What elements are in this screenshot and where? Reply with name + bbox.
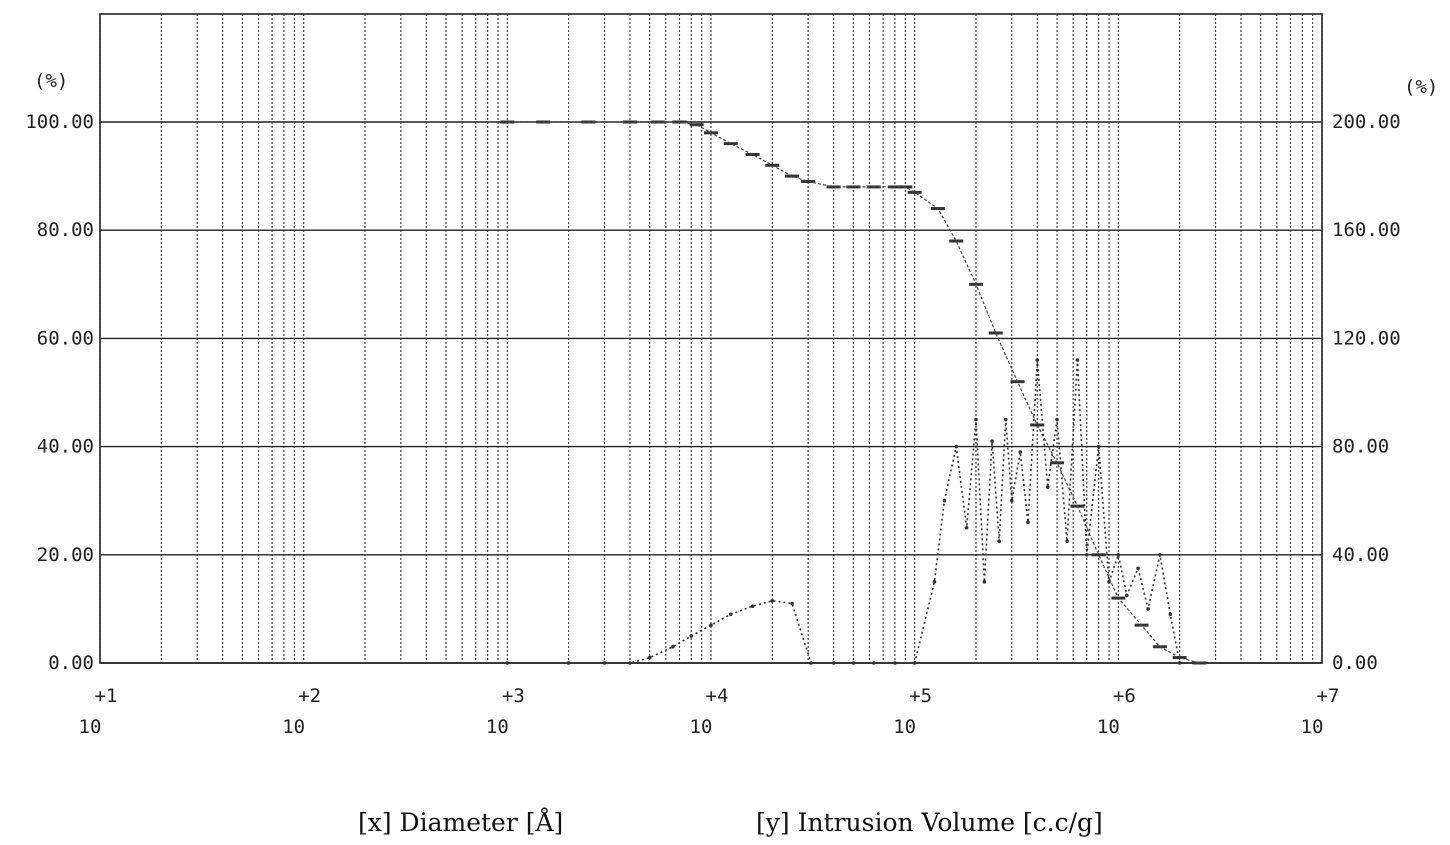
distribution-point <box>912 661 917 665</box>
distribution-point <box>982 580 987 584</box>
distribution-point <box>647 655 652 660</box>
distribution-point <box>1026 520 1030 525</box>
y-right-tick-label: 160.00 <box>1332 219 1401 241</box>
distribution-point <box>750 604 755 608</box>
y-right-tick-label: 80.00 <box>1332 436 1389 458</box>
y-left-tick-label: 40.00 <box>37 436 94 458</box>
distribution-point <box>974 417 978 422</box>
distribution-point <box>1146 607 1150 611</box>
cumulative-point <box>689 123 704 127</box>
y-right-tick-label: 0.00 <box>1332 652 1378 674</box>
caption: [x] Diameter [Å] [y] Intrusion Volume [c… <box>358 807 1103 837</box>
distribution-point <box>954 444 959 449</box>
x-tick-base: 10 <box>690 716 713 738</box>
distribution-point <box>790 601 794 606</box>
distribution-point <box>689 634 694 638</box>
cumulative-point <box>1192 661 1207 665</box>
distribution-point <box>942 498 947 503</box>
x-tick-base: 10 <box>893 716 916 738</box>
x-tick-exponent: +4 <box>706 685 729 707</box>
cumulative-point <box>1091 553 1106 557</box>
distribution-point <box>628 661 632 665</box>
cumulative-line <box>507 121 1200 664</box>
distribution-point <box>831 661 836 665</box>
distribution-point <box>602 661 607 665</box>
x-tick-base: 10 <box>79 716 102 738</box>
distribution-point <box>1168 612 1173 617</box>
x-tick-exponent: +2 <box>298 685 321 707</box>
distribution-point <box>1116 553 1121 557</box>
distribution-point <box>1075 358 1080 362</box>
cumulative-point <box>907 190 922 194</box>
y-right-tick-label: 40.00 <box>1332 544 1389 566</box>
plot-frame <box>99 13 1323 664</box>
y-left-tick-label: 60.00 <box>37 327 94 349</box>
x-tick-base: 10 <box>486 716 509 738</box>
grid-layer <box>99 14 1323 664</box>
distribution-point <box>851 661 856 665</box>
y-left-unit: (%) <box>34 70 68 92</box>
x-tick-exponent: +6 <box>1113 685 1136 707</box>
distribution-point <box>1018 450 1023 454</box>
cumulative-point <box>988 331 1003 335</box>
y-right-tick-label: 200.00 <box>1332 111 1401 133</box>
y-left-tick-label: 20.00 <box>37 544 94 566</box>
x-tick-exponent: +7 <box>1317 685 1340 707</box>
distribution-point <box>1107 580 1111 584</box>
distribution-point <box>1096 444 1101 449</box>
distribution-point <box>566 661 571 665</box>
distribution-point <box>871 661 876 665</box>
distribution-point <box>505 661 510 665</box>
distribution-point <box>728 612 733 617</box>
distribution-point <box>990 439 994 443</box>
distribution-point <box>1003 417 1008 422</box>
distribution-point <box>1084 553 1089 557</box>
distribution-point <box>932 580 937 584</box>
series-layer <box>500 120 1207 665</box>
y-left-tick-label: 0.00 <box>48 652 94 674</box>
y-left-tick-label: 80.00 <box>37 219 94 241</box>
y-left-tick-label: 100.00 <box>25 111 94 133</box>
distribution-point <box>1055 417 1059 422</box>
x-tick-base: 10 <box>282 716 305 738</box>
distribution-line <box>507 359 1181 664</box>
distribution-point <box>997 539 1001 544</box>
x-tick-base: 10 <box>1301 716 1324 738</box>
distribution-point <box>1035 358 1040 362</box>
distribution-point <box>1177 661 1182 665</box>
distribution-point <box>1045 485 1050 489</box>
distribution-point <box>1065 539 1069 544</box>
distribution-point <box>893 661 897 665</box>
distribution-point <box>1124 593 1129 598</box>
y-axis-caption: [y] Intrusion Volume [c.c/g] <box>756 808 1103 837</box>
distribution-point <box>709 623 713 627</box>
cumulative-point <box>949 239 964 243</box>
cumulative-point <box>801 180 816 184</box>
x-tick-exponent: +1 <box>95 685 118 707</box>
axis-layer: (%) (%) 0.00 20.00 40.00 60.00 80.00 100.00 0.… <box>25 70 1438 738</box>
distribution-point <box>964 525 969 530</box>
distribution-point <box>1158 553 1162 557</box>
y-right-tick-label: 120.00 <box>1332 327 1401 349</box>
x-tick-exponent: +3 <box>502 685 525 707</box>
distribution-point <box>770 598 775 603</box>
y-right-unit: (%) <box>1404 76 1438 98</box>
distribution-point <box>809 661 813 665</box>
distribution-point <box>1010 498 1014 503</box>
cumulative-point <box>723 142 738 146</box>
x-tick-base: 10 <box>1097 716 1120 738</box>
x-axis-caption: [x] Diameter [Å] <box>358 807 563 837</box>
x-tick-exponent: +5 <box>909 685 932 707</box>
distribution-point <box>1136 566 1140 571</box>
distribution-point <box>671 644 675 649</box>
